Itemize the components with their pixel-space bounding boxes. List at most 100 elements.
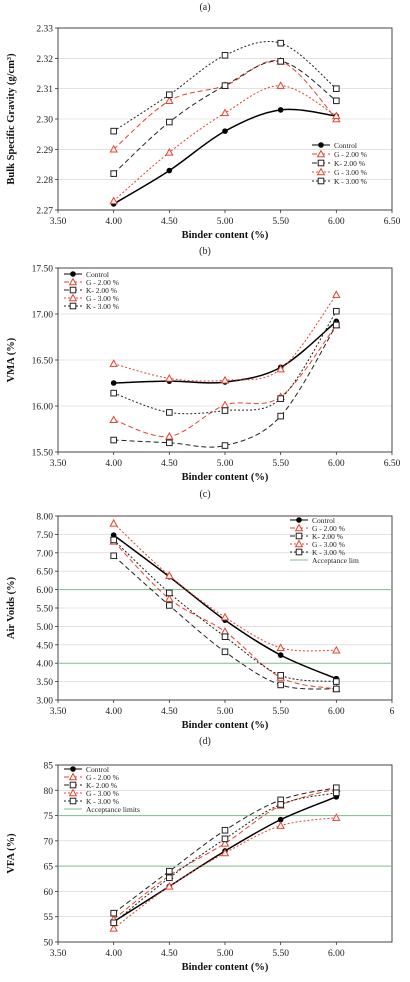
legend-marker bbox=[295, 532, 303, 540]
panel-label: (a) bbox=[199, 2, 210, 13]
data-point bbox=[276, 364, 285, 373]
data-point bbox=[277, 681, 284, 689]
y-tick-label: 8.00 bbox=[36, 513, 53, 523]
chart-panel-4: (d) 50 55 60 65 70 75 80 85 3.50 4.00 4.50 5.00 5.50 6… bbox=[6, 736, 393, 973]
x-tick-label: 4.50 bbox=[161, 459, 178, 469]
plot-frame bbox=[57, 27, 393, 211]
series-line bbox=[113, 85, 337, 202]
data-point bbox=[277, 107, 284, 113]
x-tick-label: 3.50 bbox=[50, 949, 67, 959]
data-point bbox=[110, 127, 117, 135]
data-point bbox=[332, 290, 341, 298]
legend-label: K - 3.00 % bbox=[312, 548, 345, 557]
data-point bbox=[220, 612, 230, 621]
legend-label: K - 3.00 % bbox=[86, 302, 119, 311]
series-line bbox=[113, 817, 337, 929]
legend-marker bbox=[294, 539, 304, 548]
data-point bbox=[276, 81, 285, 89]
x-tick-label: 6.50 bbox=[384, 217, 401, 227]
y-tick-label: 2.28 bbox=[36, 176, 53, 186]
x-axis-label: Binder content (%) bbox=[182, 720, 269, 731]
y-tick-label: 50 bbox=[44, 939, 54, 949]
y-tick-label: 2.33 bbox=[36, 25, 53, 35]
data-point bbox=[165, 431, 174, 440]
y-tick-label: 2.29 bbox=[36, 146, 53, 156]
series-line bbox=[113, 792, 337, 924]
legend-marker bbox=[68, 788, 78, 797]
data-point bbox=[221, 82, 229, 89]
data-point bbox=[276, 821, 285, 829]
x-tick-label: 6 bbox=[390, 707, 395, 717]
data-point bbox=[109, 518, 118, 527]
data-point bbox=[110, 436, 117, 444]
legend-label: G - 2.00 % bbox=[312, 524, 345, 533]
legend-label: K- 2.00 % bbox=[86, 286, 117, 295]
panel-label: (b) bbox=[199, 246, 211, 257]
series-line bbox=[113, 320, 337, 384]
data-point bbox=[166, 589, 173, 597]
legend-label: Acceptance lim bbox=[312, 556, 359, 565]
x-tick-label: 5.50 bbox=[272, 707, 289, 717]
legend-label: G - 3.00 % bbox=[334, 168, 367, 177]
data-point bbox=[332, 645, 341, 654]
data-point bbox=[165, 881, 174, 890]
series-line bbox=[113, 60, 337, 150]
data-point bbox=[166, 874, 173, 882]
chart-panel-2: (b) 15.50 16.00 16.50 17.00 17.50 3.50 4.00 4.50… bbox=[6, 246, 401, 483]
legend-marker bbox=[69, 797, 77, 805]
legend-marker bbox=[68, 772, 78, 781]
legend-marker bbox=[317, 159, 325, 167]
x-tick-label: 4.50 bbox=[161, 707, 178, 717]
data-point bbox=[110, 380, 117, 386]
y-tick-label: 75 bbox=[44, 812, 54, 822]
data-point bbox=[166, 867, 173, 875]
data-point bbox=[222, 128, 228, 134]
chart-panel-1: (a) 2.27 2.28 2.29 2.30 2.31 2.32 2.33 3.50 4.00 4… bbox=[6, 2, 401, 241]
data-point bbox=[277, 395, 284, 402]
x-tick-label: 5.00 bbox=[217, 459, 234, 469]
legend-marker bbox=[69, 302, 77, 310]
data-point bbox=[221, 633, 229, 641]
legend-label: K- 2.00 % bbox=[334, 159, 365, 168]
y-tick-label: 17.00 bbox=[32, 311, 54, 321]
y-tick-label: 7.00 bbox=[36, 549, 53, 559]
data-point bbox=[332, 813, 341, 821]
data-point bbox=[166, 602, 173, 609]
legend-label: G - 2.00 % bbox=[334, 150, 367, 159]
x-tick-label: 6.00 bbox=[328, 217, 345, 227]
data-point bbox=[165, 594, 174, 603]
legend-marker bbox=[316, 167, 326, 176]
x-tick-label: 4.00 bbox=[105, 217, 122, 227]
data-point bbox=[221, 826, 229, 834]
x-tick-label: 4.00 bbox=[105, 949, 122, 959]
legend-marker bbox=[294, 523, 304, 532]
y-tick-label: 15.50 bbox=[32, 449, 54, 459]
data-point bbox=[165, 373, 174, 382]
data-point bbox=[277, 652, 284, 658]
y-tick-label: 5.50 bbox=[36, 605, 53, 615]
legend-label: G - 3.00 % bbox=[312, 540, 345, 549]
data-point bbox=[276, 643, 285, 651]
data-point bbox=[166, 118, 173, 126]
data-point bbox=[220, 375, 230, 384]
legend-marker bbox=[69, 286, 77, 294]
legend-label: Acceptance limits bbox=[86, 805, 140, 814]
legend-label: Control bbox=[312, 516, 335, 525]
x-tick-label: 5.00 bbox=[217, 707, 234, 717]
y-axis-label: Bulk Specific Gravity (g/cm³) bbox=[6, 53, 17, 185]
data-point bbox=[221, 648, 229, 656]
y-tick-label: 2.32 bbox=[36, 55, 53, 65]
data-point bbox=[333, 97, 340, 105]
x-axis-label: Binder content (%) bbox=[182, 472, 269, 483]
data-point bbox=[166, 91, 173, 99]
y-tick-label: 16.50 bbox=[32, 357, 54, 367]
legend-marker bbox=[295, 548, 303, 556]
data-point bbox=[221, 407, 229, 414]
legend-marker bbox=[317, 177, 325, 185]
data-point bbox=[166, 167, 173, 174]
y-tick-label: 2.31 bbox=[36, 85, 53, 95]
y-tick-label: 80 bbox=[44, 787, 54, 797]
